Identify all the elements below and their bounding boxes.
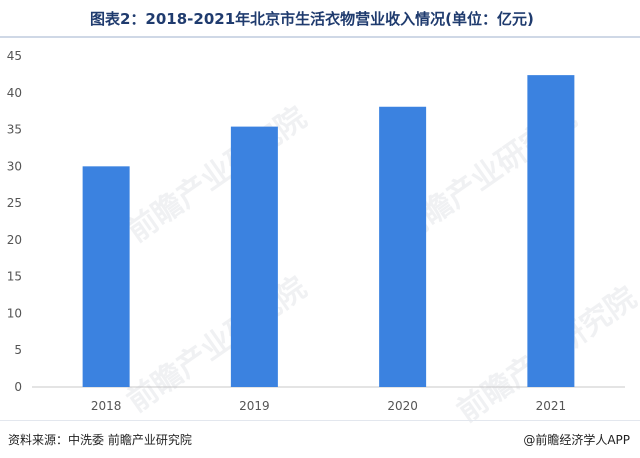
- y-tick-label: 20: [7, 233, 22, 247]
- x-tick-label: 2018: [91, 399, 122, 413]
- y-tick-label: 10: [7, 306, 22, 320]
- footer: 资料来源：中洗委 前瞻产业研究院 @前瞻经济学人APP: [0, 420, 640, 458]
- title-bar: 图表2：2018-2021年北京市生活衣物营业收入情况(单位：亿元): [0, 0, 640, 38]
- source-note: 资料来源：中洗委 前瞻产业研究院: [8, 433, 192, 447]
- bar-chart: 0 5 10 15 20 25 30 35 40 45 2018 2019 2020 2021: [7, 49, 625, 413]
- y-tick-label: 15: [7, 270, 22, 284]
- y-tick-label: 30: [7, 159, 22, 173]
- x-tick-label: 2021: [536, 399, 567, 413]
- y-tick-label: 25: [7, 196, 22, 210]
- bar: [379, 106, 427, 388]
- y-tick-label: 35: [7, 123, 22, 137]
- y-tick-label: 45: [7, 49, 22, 63]
- x-tick-label: 2020: [387, 399, 418, 413]
- chart-title: 图表2：2018-2021年北京市生活衣物营业收入情况(单位：亿元): [90, 10, 534, 28]
- bar: [82, 166, 130, 387]
- credit-note: @前瞻经济学人APP: [523, 433, 630, 447]
- bar: [230, 126, 278, 387]
- x-tick-label: 2019: [239, 399, 270, 413]
- y-tick-label: 5: [14, 343, 22, 357]
- bar: [527, 75, 575, 387]
- y-tick-label: 40: [7, 86, 22, 100]
- y-tick-label: 0: [14, 380, 22, 394]
